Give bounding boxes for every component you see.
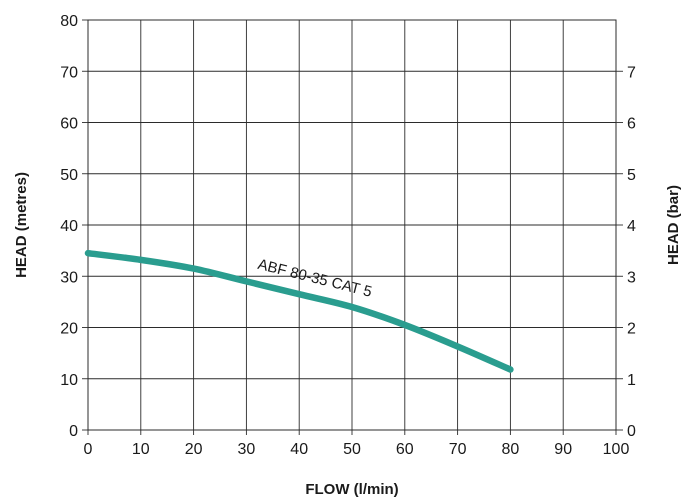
x-tick-label-6: 60 (396, 441, 414, 458)
y-tick-label-8: 80 (60, 13, 78, 30)
x-tick-label-10: 100 (603, 441, 630, 458)
y2-tick-label-1: 1 (627, 372, 636, 389)
y-tick-label-1: 10 (60, 372, 78, 389)
plot-border (87, 19, 617, 431)
x-tick-label-0: 0 (84, 441, 93, 458)
x-tick-label-9: 90 (554, 441, 572, 458)
y-tick-label-3: 30 (60, 269, 78, 286)
y-tick-label-5: 50 (60, 167, 78, 184)
y2-tick-label-0: 0 (627, 423, 636, 440)
y2-tick-label-6: 6 (627, 116, 636, 133)
x-tick-label-3: 30 (238, 441, 256, 458)
grid (87, 19, 617, 431)
y-tick-label-2: 20 (60, 321, 78, 338)
x-tick-label-5: 50 (343, 441, 361, 458)
y2-tick-label-7: 7 (627, 64, 636, 81)
x-axis-title: FLOW (l/min) (305, 481, 398, 498)
x-tick-label-1: 10 (132, 441, 150, 458)
y-tick-labels: 0 10 20 30 40 50 60 70 80 (60, 13, 78, 440)
y-axis-title: HEAD (metres) (13, 172, 30, 278)
y-tick-label-0: 0 (69, 423, 78, 440)
y-tick-label-4: 40 (60, 218, 78, 235)
x-tick-labels: 0 10 20 30 40 50 60 70 80 90 100 (84, 441, 630, 458)
y2-tick-label-4: 4 (627, 218, 636, 235)
y2-tick-label-5: 5 (627, 167, 636, 184)
y2-axis-title: HEAD (bar) (665, 185, 682, 265)
series-group (84, 249, 514, 373)
y2-tick-label-3: 3 (627, 269, 636, 286)
y2-tick-label-2: 2 (627, 321, 636, 338)
y2-tick-labels: 0 1 2 3 4 5 6 7 (627, 64, 636, 440)
y-tick-label-6: 60 (60, 116, 78, 133)
curve-annotation: ABF 80-35 CAT 5 (256, 256, 374, 301)
x-tick-label-2: 20 (185, 441, 203, 458)
x-tick-label-8: 80 (502, 441, 520, 458)
series-line-0 (84, 249, 514, 373)
y-tick-label-7: 70 (60, 64, 78, 81)
x-tick-label-4: 40 (290, 441, 308, 458)
x-tick-label-7: 70 (449, 441, 467, 458)
plot-frame (82, 19, 623, 435)
